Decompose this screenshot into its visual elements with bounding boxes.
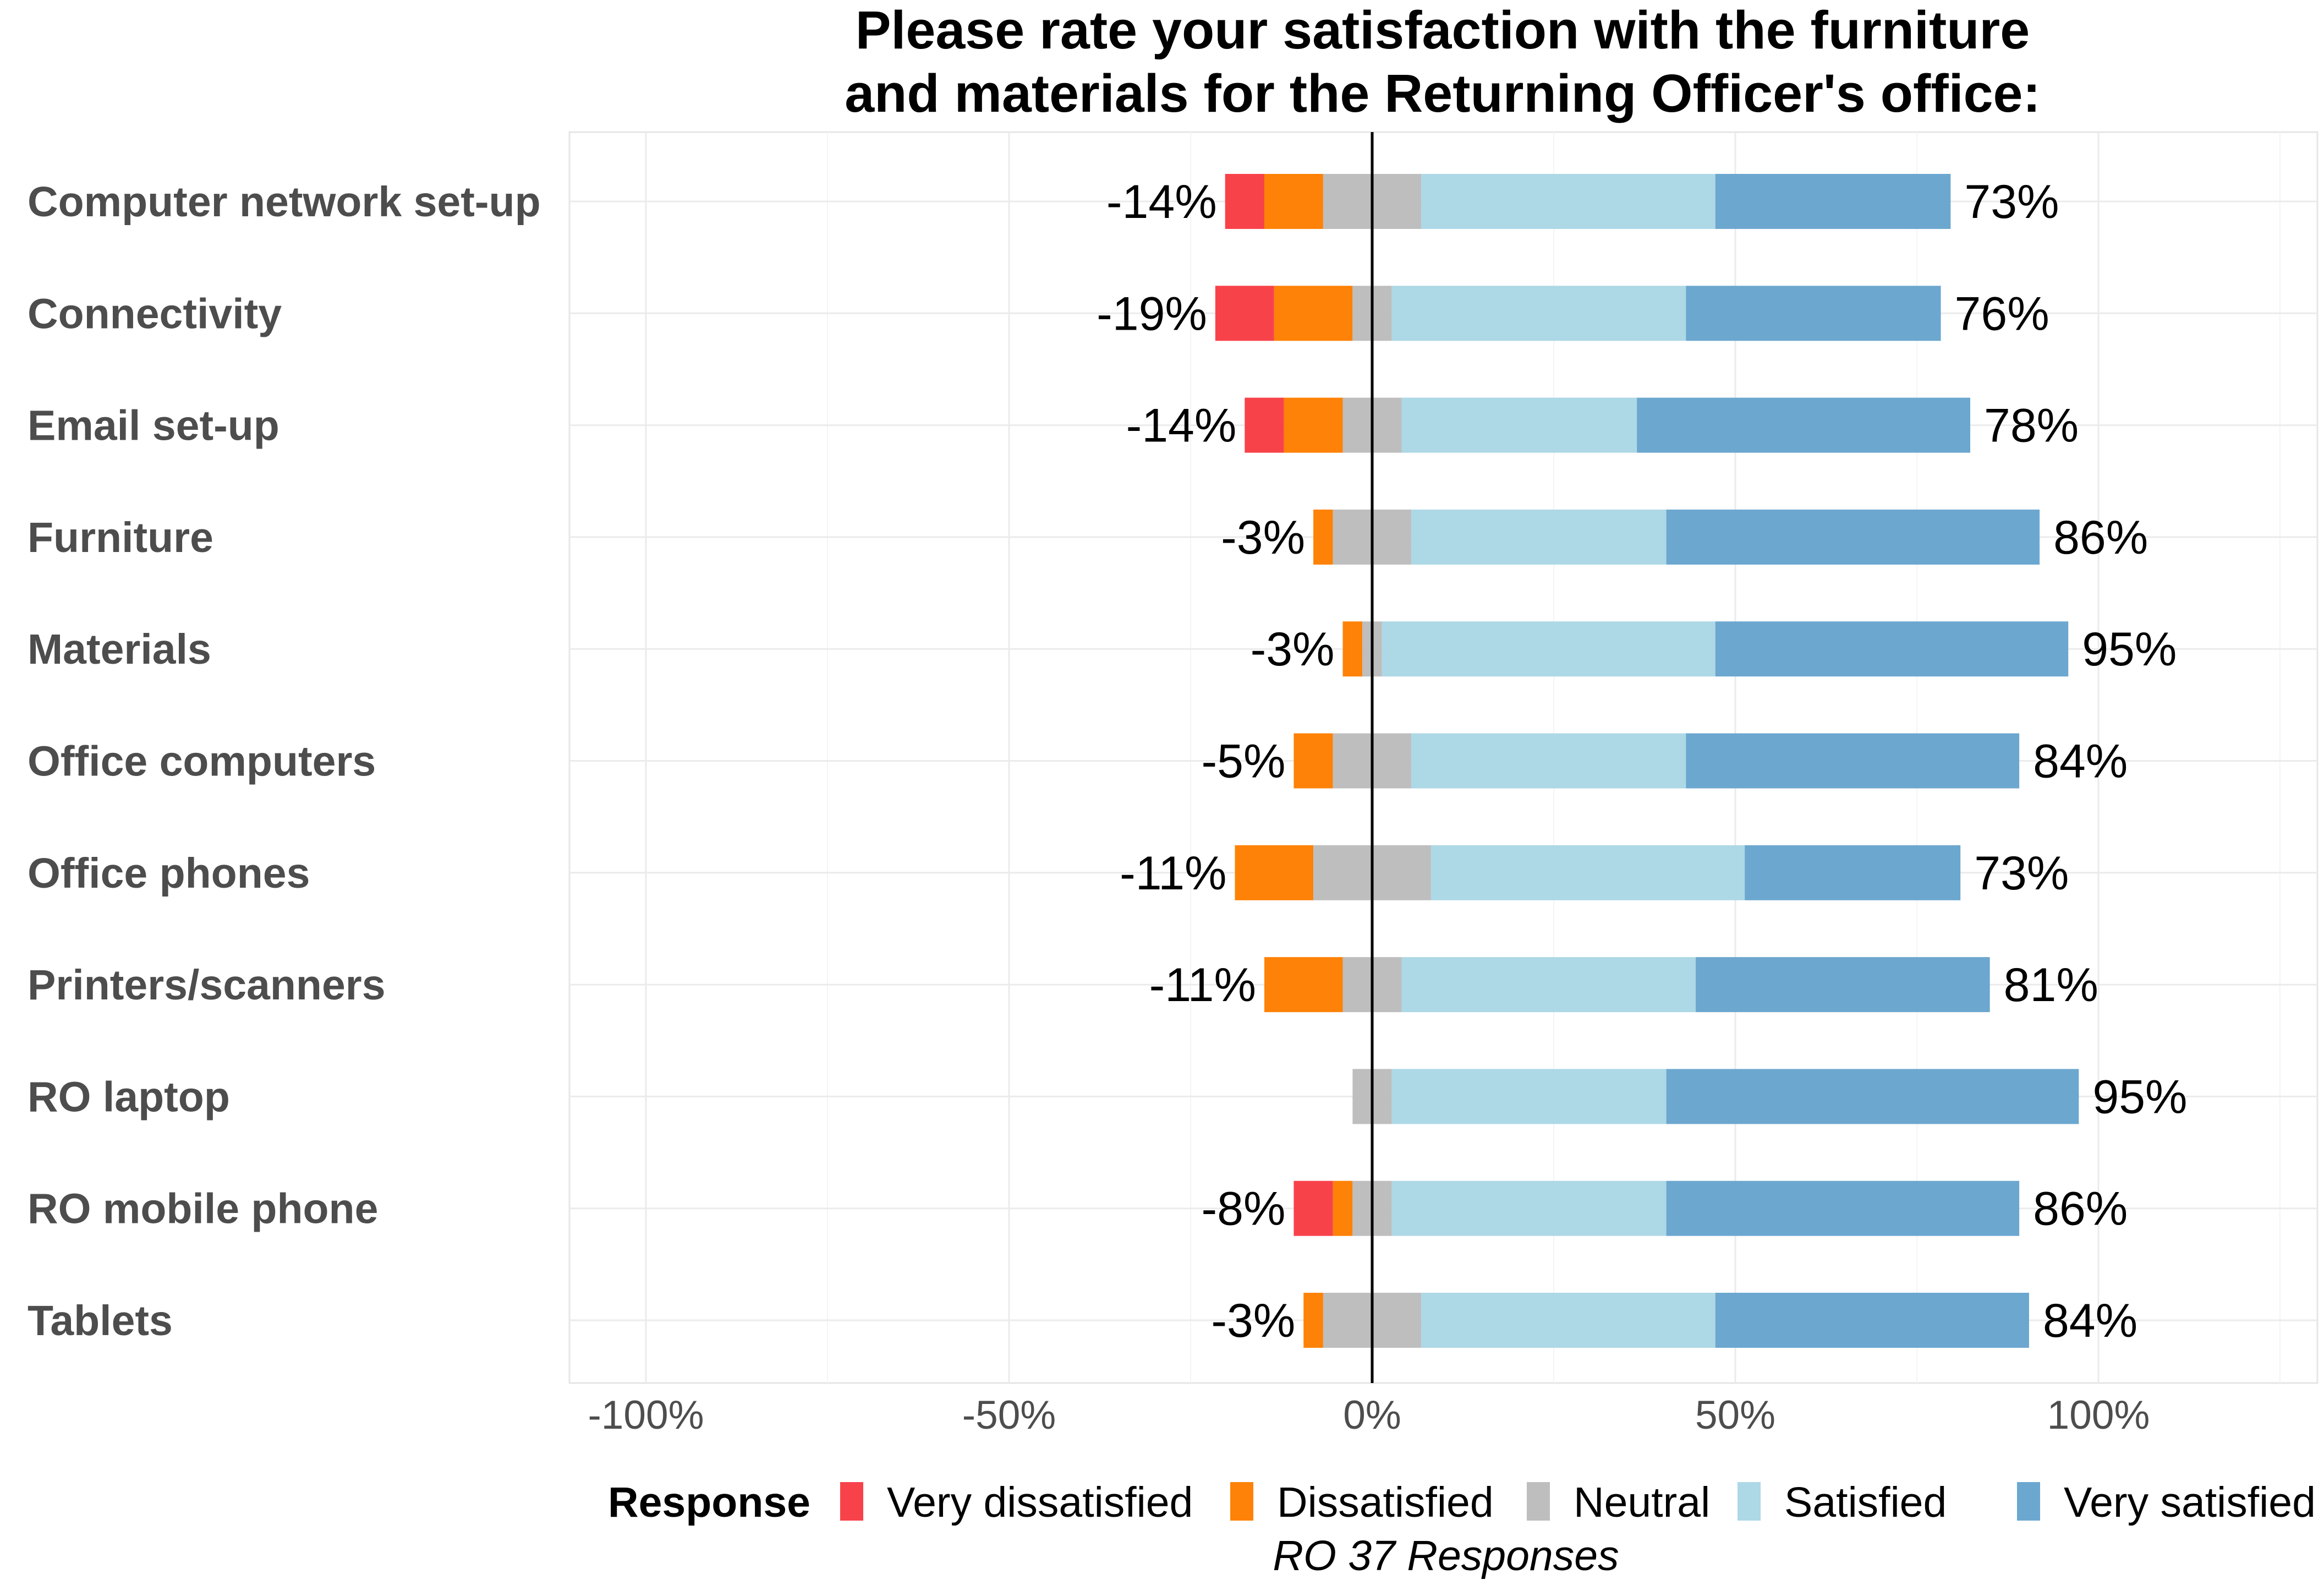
bar-segment-very-satisfied [1696, 957, 1990, 1013]
legend-swatch [840, 1482, 863, 1521]
bar-segment-satisfied [1401, 957, 1696, 1013]
bar-segment-satisfied [1411, 733, 1686, 789]
bar-segment-very-dissatisfied [1215, 286, 1274, 341]
positive-value-label: 95% [2082, 623, 2177, 676]
value-labels: -14% 73% -19% 76% -14% 78% -3% 86% -3% 95% -5% 84% -… [1097, 176, 2187, 1347]
bar-segment-satisfied [1421, 174, 1715, 229]
bar-segment-dissatisfied [1303, 1293, 1323, 1348]
bar-segment-very-satisfied [1715, 174, 1951, 229]
bar-segment-very-satisfied [1686, 733, 2020, 789]
category-label: Connectivity [28, 290, 282, 337]
category-label: Computer network set-up [28, 178, 541, 226]
category-label: RO mobile phone [28, 1185, 378, 1233]
positive-value-label: 86% [2053, 511, 2148, 564]
bar-segment-satisfied [1391, 286, 1686, 341]
positive-value-label: 78% [1984, 400, 2079, 452]
legend-label: Neutral [1574, 1479, 1710, 1526]
positive-value-label: 73% [1964, 176, 2059, 228]
positive-value-label: 73% [1974, 847, 2069, 900]
positive-value-label: 84% [2043, 1294, 2137, 1347]
legend-label: Dissatisfied [1277, 1479, 1494, 1526]
negative-value-label: -5% [1202, 735, 1286, 788]
bar-segment-very-satisfied [1666, 1180, 2020, 1236]
bar-segment-dissatisfied [1264, 957, 1343, 1013]
category-label: Email set-up [28, 402, 279, 450]
legend-swatch [1527, 1482, 1550, 1521]
legend-title: Response [608, 1479, 810, 1526]
chart-caption: RO 37 Responses [1273, 1532, 1619, 1579]
negative-value-label: -14% [1106, 176, 1217, 228]
bar-segment-dissatisfied [1342, 621, 1363, 677]
bar-segment-very-dissatisfied [1225, 174, 1264, 229]
positive-value-label: 84% [2033, 735, 2128, 788]
bar-segment-very-dissatisfied [1245, 397, 1284, 453]
bar-segment-satisfied [1411, 509, 1667, 565]
category-label: Printers/scanners [28, 961, 386, 1009]
x-tick-label: 0% [1343, 1393, 1401, 1438]
bar-segment-very-satisfied [1666, 509, 2040, 565]
category-labels: Computer network set-up Connectivity Email… [28, 178, 541, 1344]
bar-segment-dissatisfied [1284, 397, 1343, 453]
bar-segment-very-satisfied [1715, 1293, 2029, 1348]
negative-value-label: -8% [1202, 1183, 1286, 1236]
x-tick-label: 100% [2047, 1393, 2150, 1438]
x-tick-label: 50% [1695, 1393, 1775, 1438]
positive-value-label: 95% [2092, 1070, 2187, 1123]
category-label: Office computers [28, 738, 376, 785]
legend-swatch [2017, 1482, 2040, 1521]
bar-segment-dissatisfied [1235, 845, 1314, 900]
positive-value-label: 86% [2033, 1183, 2128, 1236]
legend-label: Very satisfied [2064, 1479, 2316, 1526]
bar-segment-very-satisfied [1686, 286, 1941, 341]
negative-value-label: -14% [1126, 400, 1237, 452]
category-label: Materials [28, 626, 211, 673]
bar-segment-dissatisfied [1274, 286, 1353, 341]
bar-segment-dissatisfied [1333, 1180, 1353, 1236]
bar-segment-satisfied [1391, 1069, 1667, 1124]
bar-segment-satisfied [1430, 845, 1745, 900]
negative-value-label: -11% [1149, 959, 1256, 1012]
legend-label: Very dissatisfied [887, 1479, 1193, 1526]
legend-swatch [1230, 1482, 1253, 1521]
category-label: RO laptop [28, 1073, 230, 1121]
legend: Response Very dissatisfied Dissatisfied Neu… [608, 1479, 2316, 1526]
x-tick-label: -50% [962, 1393, 1056, 1438]
negative-value-label: -3% [1221, 511, 1305, 564]
negative-value-label: -19% [1097, 287, 1207, 340]
chart-title-line: and materials for the Returning Officer'… [845, 63, 2041, 123]
x-tick-label: -100% [588, 1393, 704, 1438]
chart-title: Please rate your satisfaction with the f… [845, 0, 2041, 123]
bar-segment-satisfied [1382, 621, 1715, 677]
legend-swatch [1737, 1482, 1761, 1521]
bar-segment-very-satisfied [1715, 621, 2069, 677]
negative-value-label: -11% [1120, 847, 1226, 900]
bar-segment-satisfied [1401, 397, 1637, 453]
bar-segment-very-satisfied [1666, 1069, 2079, 1124]
category-label: Tablets [28, 1297, 173, 1344]
chart-title-line: Please rate your satisfaction with the f… [856, 0, 2030, 60]
x-axis-tick-labels: -100% -50% 0% 50% 100% [588, 1393, 2150, 1438]
positive-value-label: 81% [2004, 959, 2098, 1012]
positive-value-label: 76% [1955, 287, 2049, 340]
bar-segment-very-dissatisfied [1293, 1180, 1333, 1236]
negative-value-label: -3% [1251, 623, 1335, 676]
bar-segment-dissatisfied [1293, 733, 1333, 789]
bar-segment-very-satisfied [1745, 845, 1961, 900]
bar-segment-dissatisfied [1313, 509, 1333, 565]
bar-segment-dissatisfied [1264, 174, 1323, 229]
category-label: Office phones [28, 850, 310, 897]
bar-segment-satisfied [1421, 1293, 1715, 1348]
bar-segment-satisfied [1391, 1180, 1667, 1236]
bar-segment-very-satisfied [1637, 397, 1971, 453]
category-label: Furniture [28, 514, 213, 561]
legend-label: Satisfied [1784, 1479, 1947, 1526]
negative-value-label: -3% [1211, 1294, 1295, 1347]
